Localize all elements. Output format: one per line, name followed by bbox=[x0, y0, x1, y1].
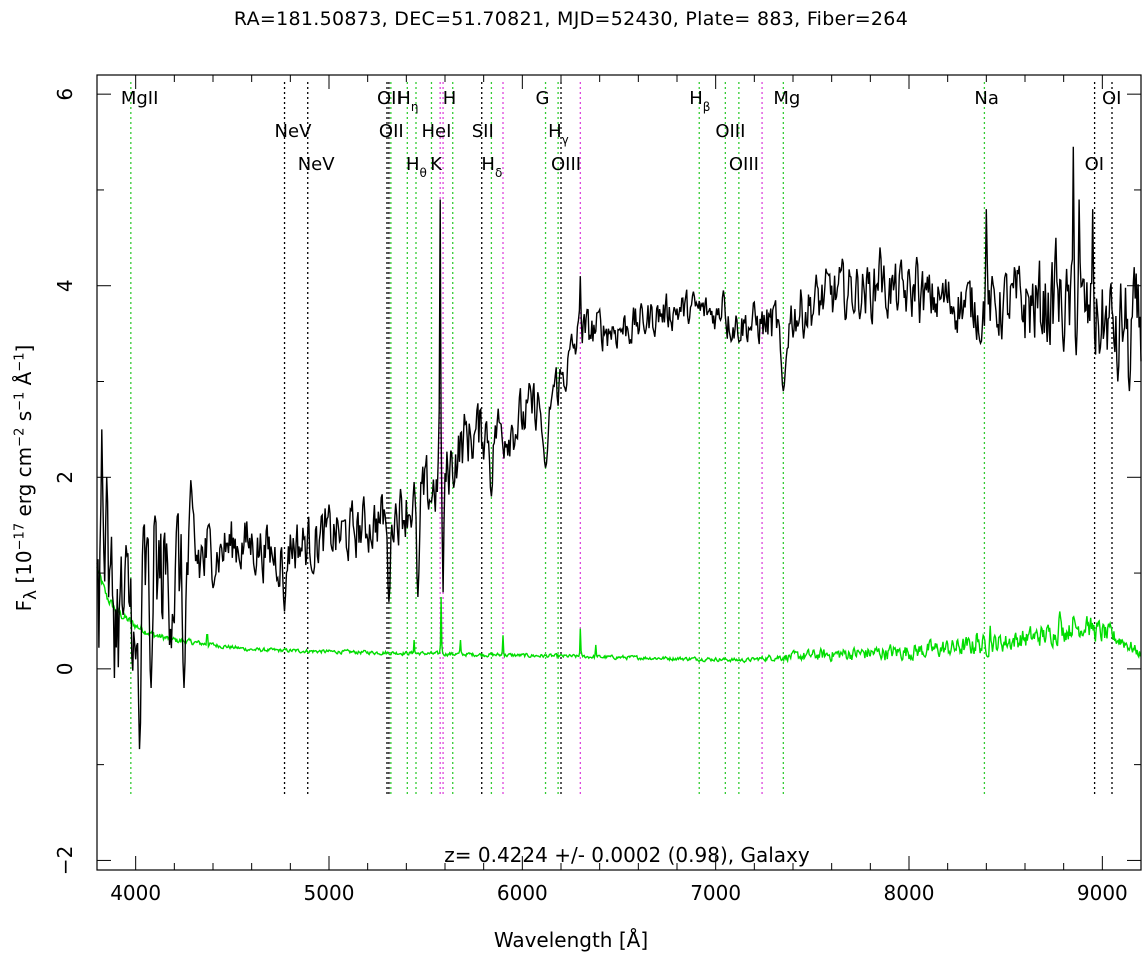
line-label: Hβ bbox=[689, 88, 710, 114]
line-label-subscript: β bbox=[703, 100, 711, 114]
axis-tick-labels: 4000 5000 6000 7000 8000 9000 −2 0 2 4 6 bbox=[53, 88, 1128, 905]
y-tick-label: 0 bbox=[53, 663, 77, 676]
x-axis-label: Wavelength [Å] bbox=[493, 928, 649, 952]
line-label: K bbox=[430, 154, 443, 175]
line-label: OIII bbox=[715, 121, 745, 142]
x-tick-label: 7000 bbox=[690, 881, 741, 905]
line-label: Na bbox=[974, 88, 999, 109]
line-label: G bbox=[536, 88, 550, 109]
series-group bbox=[96, 146, 1142, 750]
line-label: OII bbox=[377, 88, 402, 109]
line-label: SII bbox=[472, 121, 494, 142]
line-label: Mg bbox=[773, 88, 800, 109]
line-label-subscript: η bbox=[411, 100, 419, 114]
line-label-subscript: γ bbox=[562, 133, 569, 147]
line-label: HeI bbox=[421, 121, 451, 142]
flux-series bbox=[96, 146, 1142, 750]
line-label: Hθ bbox=[406, 154, 427, 180]
line-label-subscript: θ bbox=[420, 166, 427, 180]
line-label: OIII bbox=[729, 154, 759, 175]
y-tick-label: 4 bbox=[53, 279, 77, 292]
error-series bbox=[96, 566, 1142, 664]
line-label: OI bbox=[1102, 88, 1121, 109]
line-label: OI bbox=[1085, 154, 1104, 175]
y-axis-label: Fλ [10−17 erg cm−2 s−1 Å−1] bbox=[12, 344, 40, 612]
spectral-line-labels: MgIINeVNeVOIIOIIHηHθHeIKHSIIHδGHγOIIIHβO… bbox=[121, 88, 1122, 180]
line-label: MgII bbox=[121, 88, 159, 109]
x-tick-label: 5000 bbox=[304, 881, 355, 905]
spectral-line-markers bbox=[130, 82, 1113, 794]
line-label: NeV bbox=[298, 154, 336, 175]
line-label: OIII bbox=[551, 154, 581, 175]
plot-frame bbox=[96, 74, 1142, 871]
line-label: H bbox=[443, 88, 457, 109]
x-tick-label: 8000 bbox=[884, 881, 935, 905]
line-label: NeV bbox=[275, 121, 313, 142]
line-label: Hδ bbox=[481, 154, 502, 180]
redshift-annotation: z= 0.4224 +/- 0.0002 (0.98), Galaxy bbox=[444, 843, 810, 867]
y-tick-label: 2 bbox=[53, 471, 77, 484]
chart-title: RA=181.50873, DEC=51.70821, MJD=52430, P… bbox=[233, 8, 909, 30]
x-tick-label: 4000 bbox=[110, 881, 161, 905]
axis-ticks bbox=[96, 75, 1142, 870]
line-label: Hη bbox=[397, 88, 418, 114]
x-tick-label: 6000 bbox=[497, 881, 548, 905]
y-tick-label: 6 bbox=[53, 88, 77, 101]
y-tick-label: −2 bbox=[53, 846, 77, 875]
line-label-subscript: δ bbox=[495, 166, 502, 180]
x-tick-label: 9000 bbox=[1077, 881, 1128, 905]
line-label: OII bbox=[379, 121, 404, 142]
